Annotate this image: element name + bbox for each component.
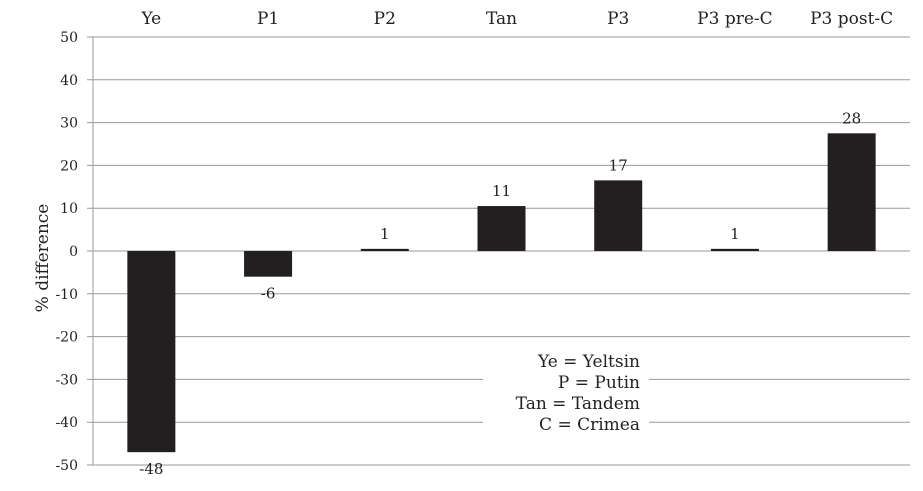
- category-label: P1: [257, 9, 279, 29]
- y-tick-label: -30: [55, 372, 78, 388]
- bar: [594, 180, 643, 251]
- category-label: Tan: [486, 9, 517, 29]
- category-label: Ye: [140, 9, 161, 29]
- legend-entry: P = Putin: [558, 373, 640, 393]
- legend-box: [483, 349, 649, 437]
- labels: 50 40 30 20 10 0 -10 -20 -30 -40 -50 Ye -48 P1 -6 P2 1 Ta…: [55, 9, 893, 478]
- y-tick-label: -10: [55, 287, 78, 303]
- category-label: P3: [607, 9, 629, 29]
- data-label: 17: [609, 156, 628, 174]
- y-tick-label: 30: [60, 116, 78, 132]
- data-label: 1: [380, 225, 390, 243]
- bar: [477, 206, 526, 251]
- bars: [127, 133, 876, 453]
- y-tick-label: 0: [69, 244, 78, 260]
- category-label: P3 pre-C: [697, 9, 772, 29]
- bar: [244, 251, 293, 277]
- data-label: 1: [730, 225, 740, 243]
- legend-entry: Tan = Tandem: [516, 394, 640, 414]
- bar: [710, 248, 759, 251]
- y-tick-label: 50: [60, 30, 78, 46]
- bar: [127, 251, 176, 453]
- data-label: 11: [492, 182, 511, 200]
- y-tick-label: 40: [60, 73, 78, 89]
- legend-entry: Ye = Yeltsin: [537, 352, 640, 372]
- data-label: 28: [842, 109, 861, 127]
- y-tick-label: -40: [55, 415, 78, 431]
- bar: [827, 133, 876, 251]
- y-axis-label: % difference: [33, 204, 53, 313]
- y-tick-label: -50: [55, 458, 78, 474]
- category-label: P2: [374, 9, 396, 29]
- legend-entry: C = Crimea: [539, 415, 640, 435]
- bar: [360, 248, 409, 251]
- category-label: P3 post-C: [810, 9, 893, 29]
- y-tick-label: -20: [55, 330, 78, 346]
- data-label: -6: [261, 285, 276, 303]
- data-label: -48: [139, 460, 163, 478]
- y-tick-label: 20: [60, 158, 78, 174]
- y-tick-label: 10: [60, 201, 78, 217]
